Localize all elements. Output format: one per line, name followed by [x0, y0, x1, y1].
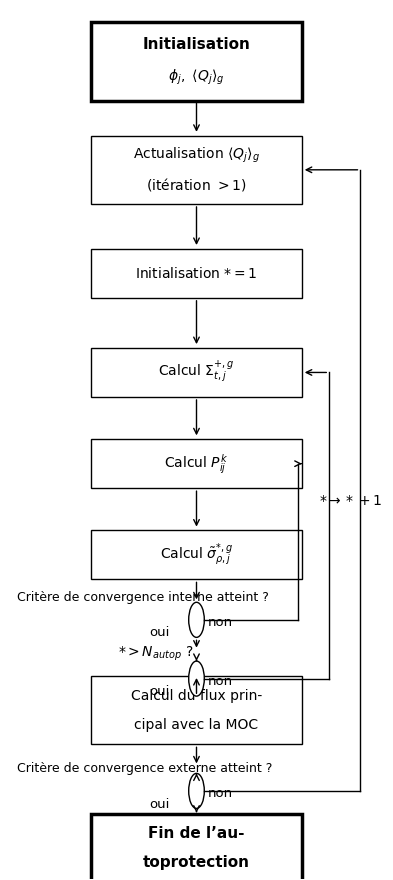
Text: Calcul du flux prin-: Calcul du flux prin-	[131, 689, 262, 703]
Text: oui: oui	[150, 686, 170, 698]
Text: oui: oui	[150, 627, 170, 640]
Text: Initialisation $* = 1$: Initialisation $* = 1$	[135, 266, 258, 281]
Text: non: non	[208, 675, 233, 688]
Text: Initialisation: Initialisation	[143, 37, 250, 52]
Text: cipal avec la MOC: cipal avec la MOC	[134, 717, 259, 731]
Text: toprotection: toprotection	[143, 854, 250, 869]
Bar	[91, 22, 302, 100]
Text: Critère de convergence externe atteint ?: Critère de convergence externe atteint ?	[17, 762, 272, 775]
Circle shape	[189, 661, 204, 696]
Bar	[91, 676, 302, 744]
Text: Calcul $\tilde{\sigma}_{\rho,j}^{*,g}$: Calcul $\tilde{\sigma}_{\rho,j}^{*,g}$	[160, 542, 233, 568]
Bar	[91, 348, 302, 397]
Text: $* > N_{autop}$ ?: $* > N_{autop}$ ?	[118, 645, 194, 664]
Text: non: non	[208, 787, 233, 800]
Bar	[91, 814, 302, 880]
Text: (itération $> 1$): (itération $> 1$)	[146, 176, 247, 193]
Text: Critère de convergence interne atteint ?: Critère de convergence interne atteint ?	[17, 591, 269, 605]
Circle shape	[189, 774, 204, 809]
Text: $\phi_j,\ \langle Q_j\rangle_g$: $\phi_j,\ \langle Q_j\rangle_g$	[168, 68, 225, 87]
Text: oui: oui	[150, 797, 170, 810]
Bar	[91, 249, 302, 298]
Text: non: non	[208, 616, 233, 629]
Bar	[91, 136, 302, 204]
Text: Calcul $P_{ij}^k$: Calcul $P_{ij}^k$	[165, 451, 228, 475]
Text: Actualisation $\langle Q_j\rangle_g$: Actualisation $\langle Q_j\rangle_g$	[133, 146, 260, 165]
Bar	[91, 531, 302, 579]
Text: $* \rightarrow * + 1$: $* \rightarrow * + 1$	[319, 495, 382, 509]
Bar	[91, 439, 302, 488]
Text: Fin de l’au-: Fin de l’au-	[148, 826, 245, 841]
Circle shape	[189, 602, 204, 637]
Text: Calcul $\Sigma_{t,j}^{+,g}$: Calcul $\Sigma_{t,j}^{+,g}$	[158, 360, 235, 385]
